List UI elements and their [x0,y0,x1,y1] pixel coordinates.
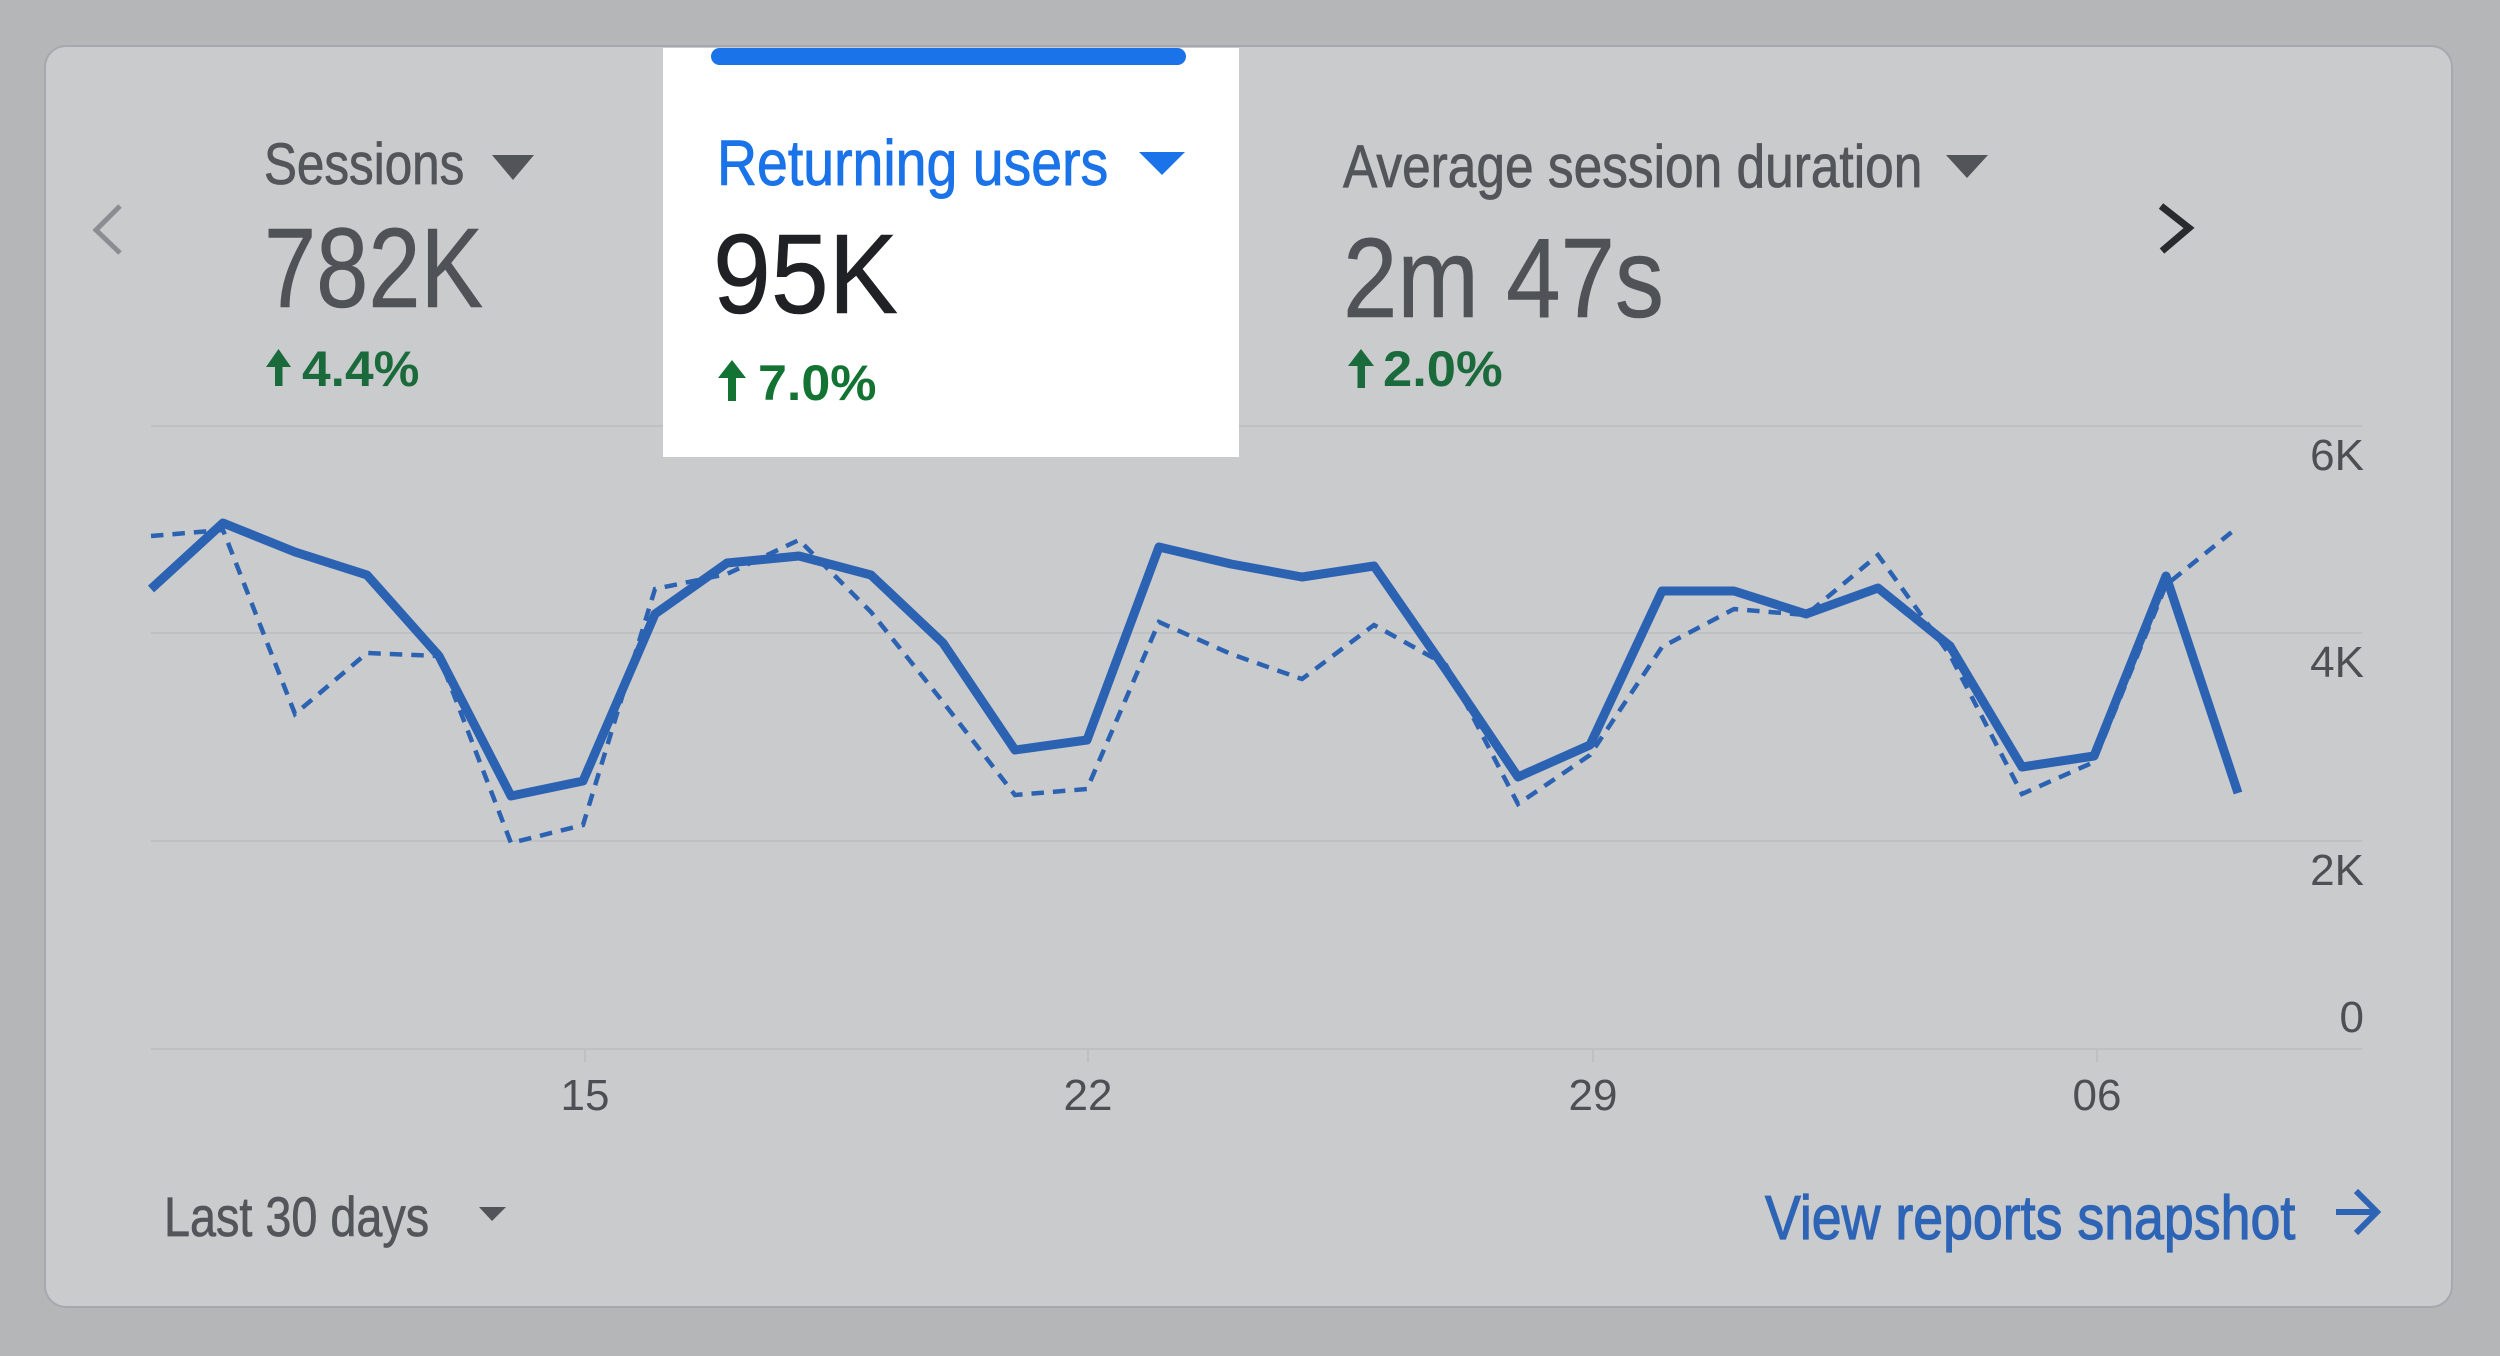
svg-text:06: 06 [2073,1071,2122,1120]
svg-text:6K: 6K [2310,431,2364,480]
svg-text:22: 22 [1064,1071,1113,1120]
svg-text:15: 15 [561,1071,610,1120]
svg-text:4K: 4K [2310,638,2364,687]
svg-text:29: 29 [1569,1071,1618,1120]
svg-text:0: 0 [2340,993,2364,1042]
svg-text:2K: 2K [2310,846,2364,895]
